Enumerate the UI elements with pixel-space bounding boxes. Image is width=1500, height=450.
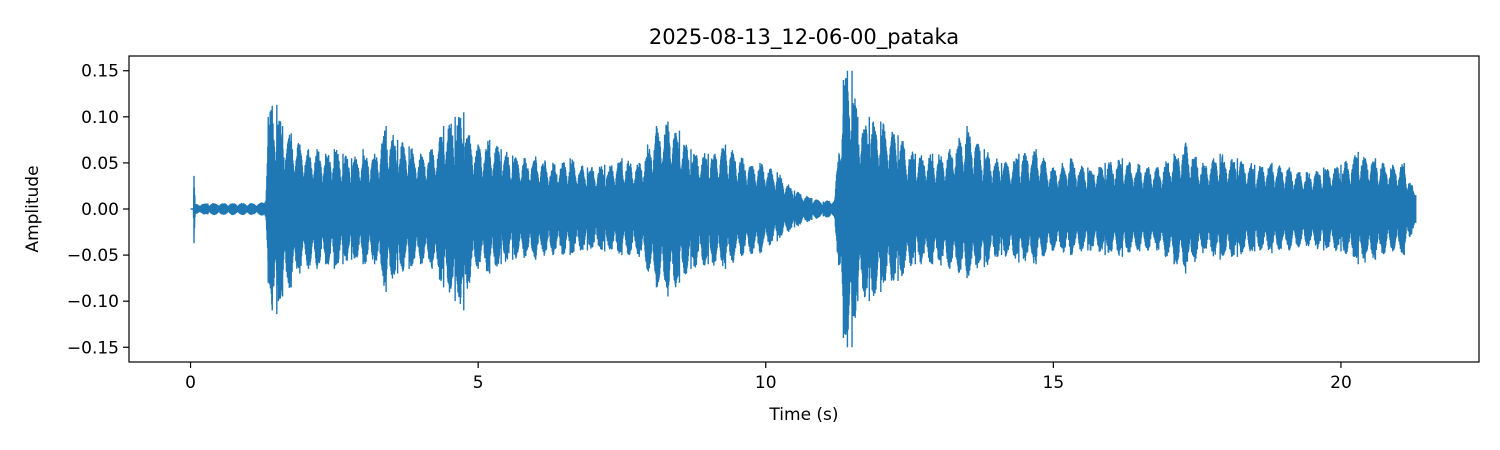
y-tick-label: −0.10 <box>67 292 119 312</box>
y-tick-label: 0.10 <box>81 108 119 128</box>
y-tick-label: 0.00 <box>81 200 119 220</box>
y-tick-label: 0.15 <box>81 62 119 82</box>
x-tick-label: 5 <box>473 373 484 393</box>
y-axis: 0.15 0.10 0.05 0.00 −0.05 −0.10 −0.15 <box>67 62 129 358</box>
y-axis-label: Amplitude <box>23 165 43 252</box>
x-tick-label: 20 <box>1330 373 1352 393</box>
chart-title: 2025-08-13_12-06-00_pataka <box>649 25 959 50</box>
x-tick-label: 10 <box>755 373 777 393</box>
waveform-series-line <box>190 70 1417 348</box>
y-tick-label: −0.15 <box>67 338 119 358</box>
y-tick-label: 0.05 <box>81 154 119 174</box>
y-tick-label: −0.05 <box>67 246 119 266</box>
x-axis-label: Time (s) <box>768 405 838 425</box>
x-tick-label: 15 <box>1043 373 1065 393</box>
x-tick-label: 0 <box>185 373 196 393</box>
x-axis: 0 5 10 15 20 <box>185 362 1352 393</box>
